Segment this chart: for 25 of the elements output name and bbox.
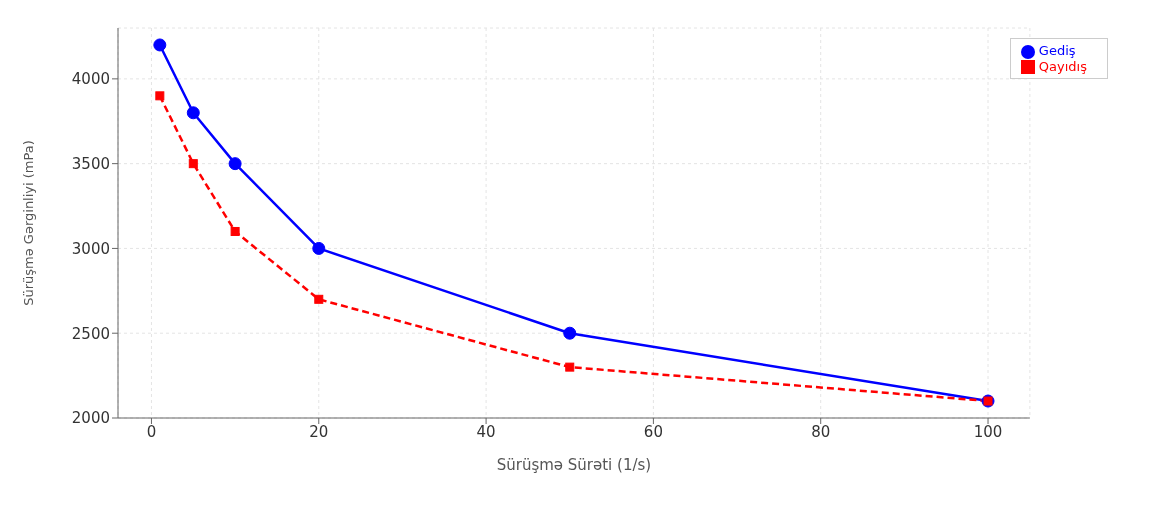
legend-label: Qayıdış [1038, 58, 1087, 74]
x-tick-label: 60 [643, 422, 663, 441]
point [314, 294, 324, 304]
point [188, 159, 198, 169]
point [153, 38, 167, 52]
x-tick-label: 20 [309, 422, 329, 441]
y-tick-label: 2000 [71, 409, 110, 428]
point [565, 362, 575, 372]
y-tick-label: 3500 [71, 154, 110, 173]
y-tick-label: 3000 [71, 239, 110, 258]
point [563, 326, 577, 340]
point [186, 106, 200, 120]
x-tick-label: 40 [476, 422, 496, 441]
point [228, 157, 242, 171]
y-tick-label: 2500 [71, 324, 110, 343]
x-tick-label: 100 [973, 422, 1003, 441]
legend-label: Gediş [1038, 43, 1076, 58]
x-tick-label: 80 [811, 422, 831, 441]
x-axis-title: Sürüşmə Sürəti (1/s) [496, 456, 652, 474]
y-tick-label: 4000 [71, 70, 110, 89]
x-tick-label: 0 [146, 422, 157, 441]
point [155, 91, 165, 101]
y-axis-title: Sürüşmə Gərginliyi (mPa) [20, 140, 36, 306]
point [230, 226, 240, 236]
point [312, 241, 326, 255]
